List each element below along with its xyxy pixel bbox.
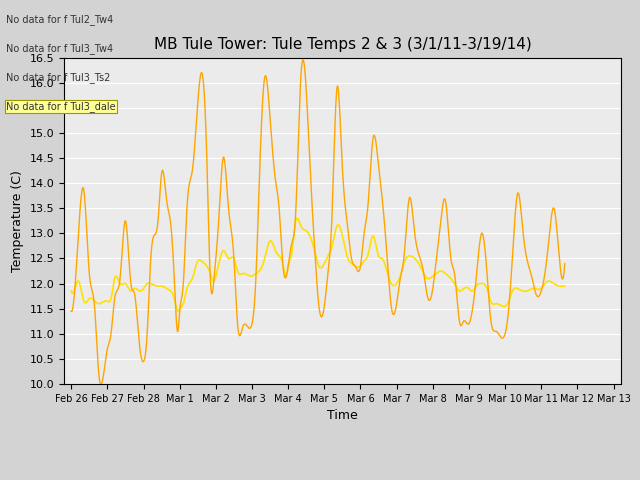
Y-axis label: Temperature (C): Temperature (C) [11, 170, 24, 272]
X-axis label: Time: Time [327, 409, 358, 422]
Text: No data for f Tul2_Tw4: No data for f Tul2_Tw4 [6, 14, 114, 25]
Text: No data for f Tul3_Tw4: No data for f Tul3_Tw4 [6, 43, 113, 54]
Text: No data for f Tul3_dale: No data for f Tul3_dale [6, 101, 116, 112]
Text: No data for f Tul3_Ts2: No data for f Tul3_Ts2 [6, 72, 111, 83]
Title: MB Tule Tower: Tule Temps 2 & 3 (3/1/11-3/19/14): MB Tule Tower: Tule Temps 2 & 3 (3/1/11-… [154, 37, 531, 52]
Legend: Tul2_Ts-2, Tul2_Ts-8: Tul2_Ts-2, Tul2_Ts-8 [234, 479, 451, 480]
